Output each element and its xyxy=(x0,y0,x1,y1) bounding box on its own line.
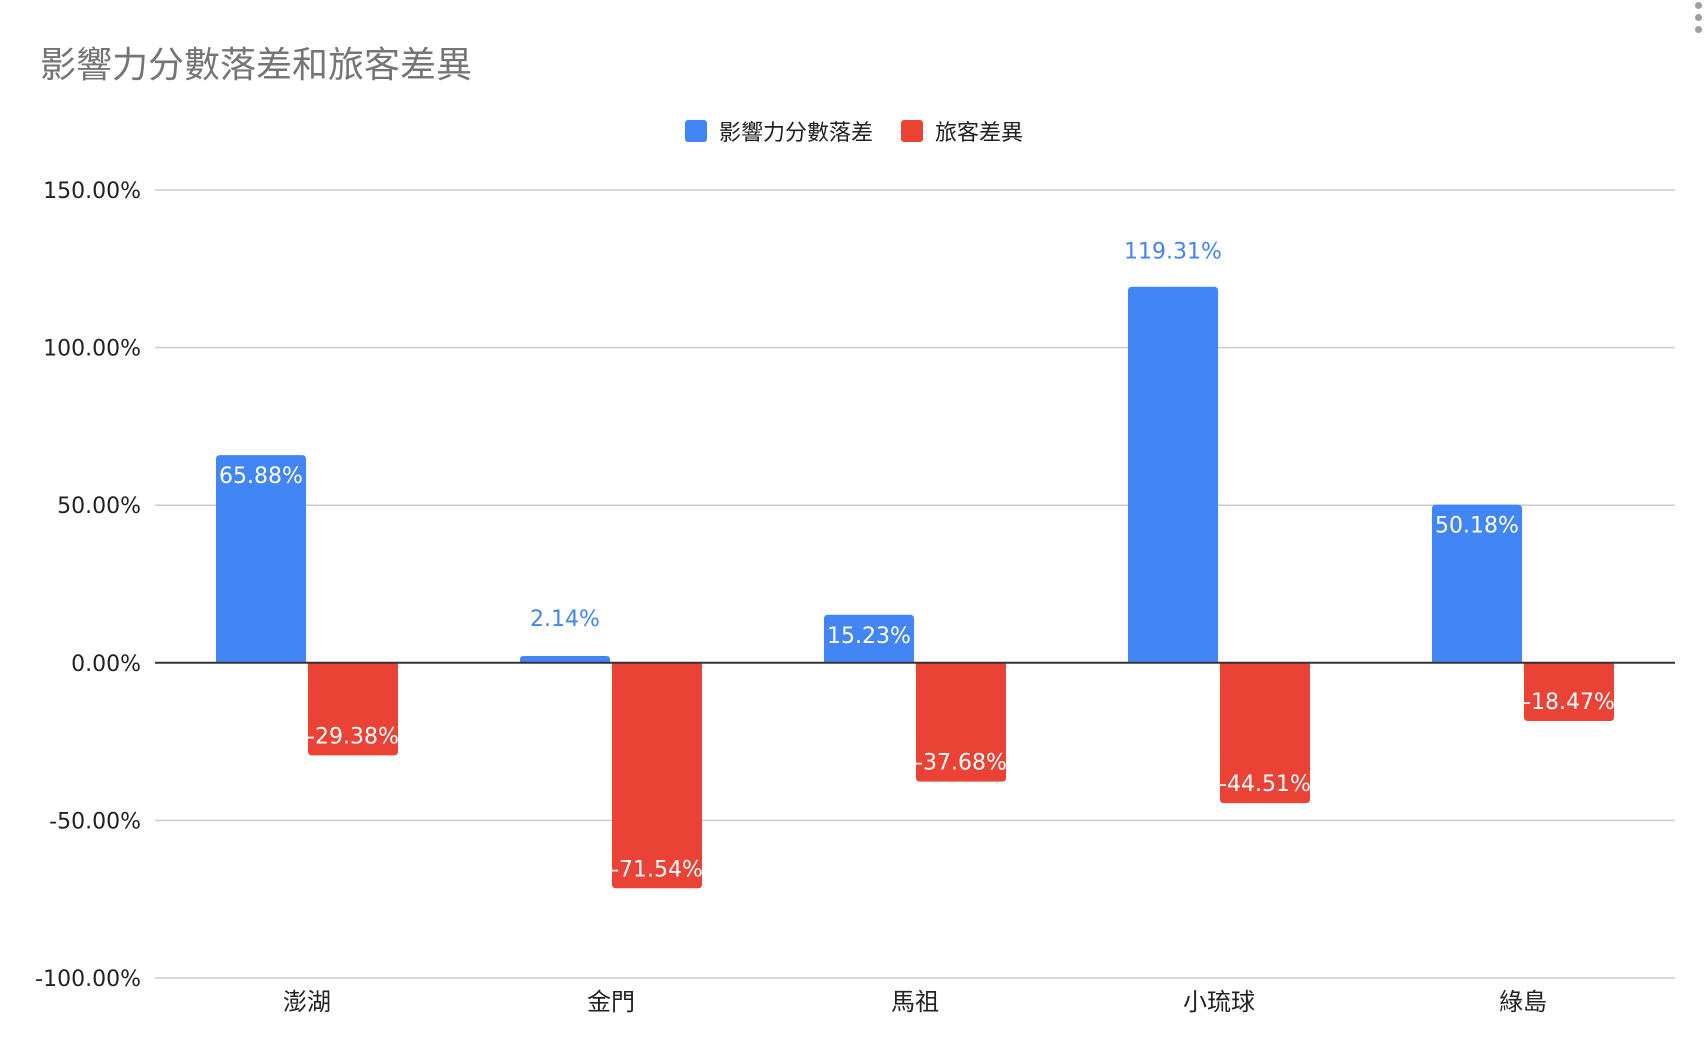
x-tick-label: 馬祖 xyxy=(891,988,939,1016)
data-label: 50.18% xyxy=(1435,514,1519,539)
bar-visitor-diff[interactable] xyxy=(916,662,1006,782)
legend: 影響力分數落差 旅客差異 xyxy=(0,115,1708,147)
x-tick-label: 小琉球 xyxy=(1183,988,1255,1016)
legend-item-series-0[interactable]: 影響力分數落差 xyxy=(684,115,873,147)
x-tick-label: 金門 xyxy=(587,988,635,1016)
data-label: -37.68% xyxy=(915,751,1007,776)
more-vert-icon[interactable] xyxy=(1692,2,1704,42)
y-tick-label: -100.00% xyxy=(35,967,141,992)
y-tick-label: 0.00% xyxy=(71,652,141,677)
data-label: 2.14% xyxy=(530,607,600,632)
y-tick-label: 100.00% xyxy=(43,337,141,362)
bar-visitor-diff[interactable] xyxy=(612,662,702,889)
bar-visitor-diff[interactable] xyxy=(1524,662,1614,722)
bar-score-gap[interactable] xyxy=(1128,286,1218,663)
legend-label-series-0: 影響力分數落差 xyxy=(718,121,873,146)
y-tick-label: -50.00% xyxy=(49,809,141,834)
bar-score-gap[interactable] xyxy=(824,614,914,663)
bar-score-gap[interactable] xyxy=(520,656,610,663)
data-label: 119.31% xyxy=(1124,240,1222,265)
data-label: 65.88% xyxy=(219,464,303,489)
legend-swatch-series-0 xyxy=(684,120,707,142)
legend-label-series-1: 旅客差異 xyxy=(935,121,1024,146)
x-tick-label: 綠島 xyxy=(1499,988,1547,1016)
data-label: -29.38% xyxy=(307,724,399,749)
bar-score-gap[interactable] xyxy=(216,455,306,663)
legend-swatch-series-1 xyxy=(901,120,923,142)
y-tick-label: 150.00% xyxy=(43,179,141,204)
x-tick-label: 澎湖 xyxy=(283,988,331,1016)
data-label: -71.54% xyxy=(611,857,703,882)
bar-score-gap[interactable] xyxy=(1432,504,1522,663)
y-tick-label: 50.00% xyxy=(57,494,141,519)
chart-title: 影響力分數落差和旅客差異 xyxy=(40,45,473,86)
data-label: -18.47% xyxy=(1523,690,1615,715)
data-label: 15.23% xyxy=(827,624,911,649)
bar-visitor-diff[interactable] xyxy=(1220,662,1310,804)
legend-item-series-1[interactable]: 旅客差異 xyxy=(901,115,1023,147)
data-label: -44.51% xyxy=(1219,772,1311,797)
bar-visitor-diff[interactable] xyxy=(308,662,398,756)
